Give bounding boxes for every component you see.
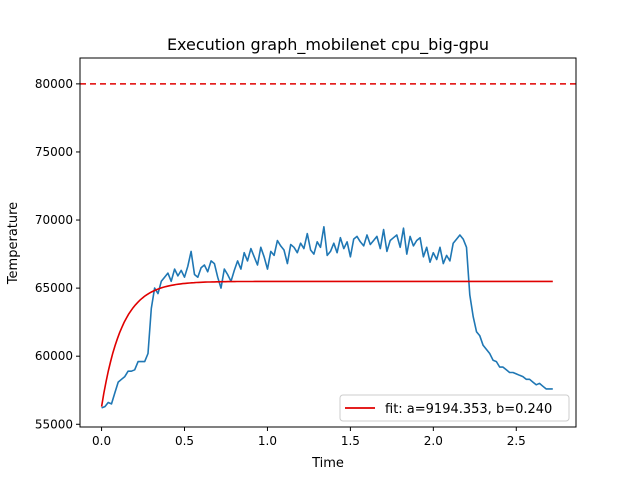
fit-curve (100, 280, 553, 407)
y-axis-label: Temperature (6, 202, 21, 285)
x-tick-label: 1.0 (258, 434, 277, 448)
legend-fit-label: fit: a=9194.353, b=0.240 (385, 402, 552, 417)
legend-box (339, 394, 570, 422)
x-axis-label: Time (311, 456, 344, 471)
x-tick-label: 1.5 (341, 434, 360, 448)
y-tick-label: 55000 (35, 417, 73, 431)
x-tick-label: 2.5 (507, 434, 526, 448)
plot-area (80, 83, 576, 409)
legend: fit: a=9194.353, b=0.240 (339, 394, 570, 422)
series-line-0 (101, 226, 553, 409)
x-tick-label: 0.0 (92, 434, 111, 448)
y-axis: 55000 60000 65000 70000 75000 80000 (35, 77, 80, 431)
x-tick-label: 0.5 (175, 434, 194, 448)
y-tick-label: 60000 (35, 349, 73, 363)
chart-title: Execution graph_mobilenet cpu_big-gpu (167, 35, 489, 55)
y-tick-label: 75000 (35, 145, 73, 159)
x-tick-label: 2.0 (424, 434, 443, 448)
plot-frame (79, 57, 577, 428)
y-tick-label: 80000 (35, 77, 73, 91)
y-tick-label: 65000 (35, 281, 73, 295)
y-tick-label: 70000 (35, 213, 73, 227)
x-axis: 0.0 0.5 1.0 1.5 2.0 2.5 (92, 427, 526, 448)
